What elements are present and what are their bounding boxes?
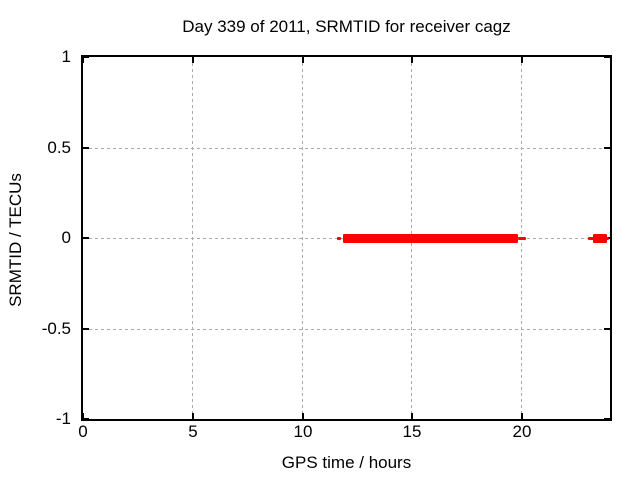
y-tick-label: -1 xyxy=(55,409,71,428)
y-tick-left xyxy=(83,237,89,239)
y-tick-left xyxy=(83,147,89,149)
x-tick-bottom xyxy=(411,413,413,419)
y-tick-left xyxy=(83,56,89,58)
x-tick-label: 10 xyxy=(293,422,313,441)
y-tick-right xyxy=(604,328,610,330)
y-gridline xyxy=(83,148,610,149)
y-tick-label: 0.5 xyxy=(47,138,71,157)
data-segment xyxy=(593,234,607,243)
x-tick-top xyxy=(82,57,84,63)
x-tick-bottom xyxy=(192,413,194,419)
y-tick-label: 0 xyxy=(61,228,71,247)
y-tick-right xyxy=(604,418,610,420)
x-tick-label: 0 xyxy=(78,422,88,441)
x-tick-bottom xyxy=(82,413,84,419)
x-tick-label: 20 xyxy=(512,422,532,441)
x-tick-bottom xyxy=(521,413,523,419)
y-tick-right xyxy=(604,56,610,58)
x-tick-top xyxy=(302,57,304,63)
x-tick-top xyxy=(192,57,194,63)
y-tick-left xyxy=(83,328,89,330)
x-tick-top xyxy=(521,57,523,63)
data-segment xyxy=(518,237,526,240)
x-tick-label: 5 xyxy=(188,422,198,441)
x-tick-top xyxy=(411,57,413,63)
x-tick-label: 15 xyxy=(402,422,422,441)
y-tick-label: -0.5 xyxy=(41,319,71,338)
y-tick-left xyxy=(83,418,89,420)
y-tick-label: 1 xyxy=(61,47,71,66)
x-tick-bottom xyxy=(302,413,304,419)
chart-title: Day 339 of 2011, SRMTID for receiver cag… xyxy=(182,17,511,36)
y-tick-right xyxy=(604,147,610,149)
data-segment xyxy=(337,237,341,240)
x-axis-label: GPS time / hours xyxy=(281,453,412,472)
y-gridline xyxy=(83,329,610,330)
data-segment xyxy=(343,234,518,243)
